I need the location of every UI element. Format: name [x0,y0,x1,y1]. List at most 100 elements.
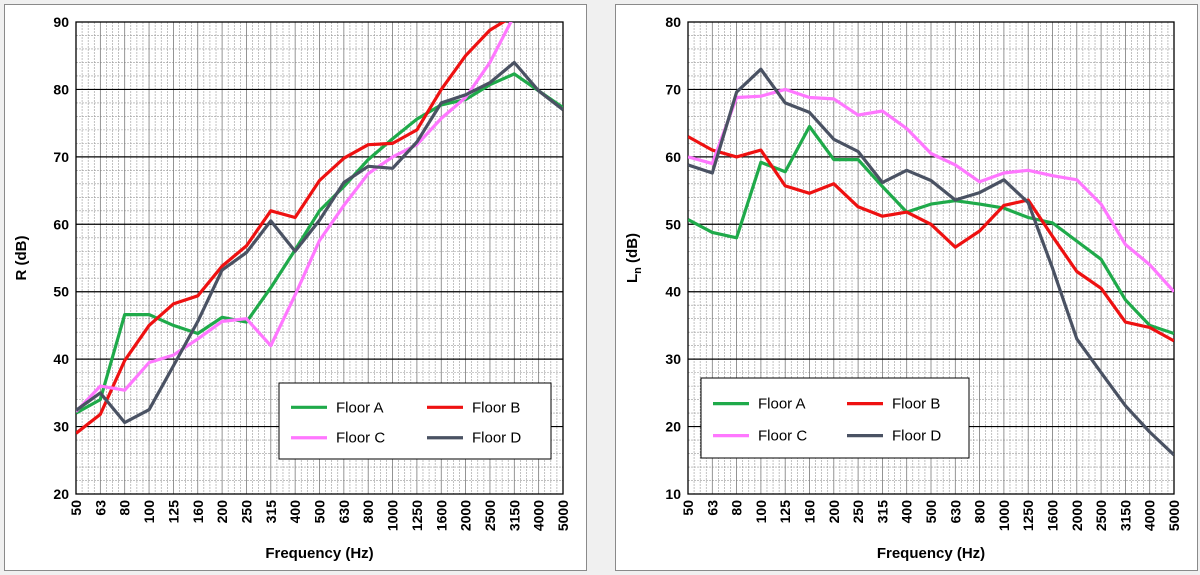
chart-left-x-tick-label: 400 [287,500,303,524]
chart-right-data-point-floor-d [857,150,860,153]
chart-right-data-point-floor-c [1027,169,1030,172]
chart-right-x-tick-label: 1000 [996,500,1012,531]
chart-right-y-tick-label: 50 [665,216,681,232]
chart-left-x-tick-label: 100 [141,500,157,524]
chart-right-data-point-floor-d [1002,178,1005,181]
chart-right-data-point-floor-c [905,127,908,130]
chart-right-data-point-floor-d [954,198,957,201]
chart-right-data-point-floor-a [857,158,860,161]
chart-right-data-point-floor-b [711,149,714,152]
chart-left-data-point-floor-c [147,361,150,364]
chart-right-x-tick-label: 63 [704,500,720,516]
chart-right-data-point-floor-c [881,109,884,112]
chart-left-data-point-floor-c [440,117,443,120]
chart-right-x-tick-label: 2500 [1093,500,1109,531]
chart-left-data-point-floor-b [294,216,297,219]
chart-right-data-point-floor-b [1002,204,1005,207]
chart-left-data-point-floor-b [221,264,224,267]
chart-left-data-point-floor-a [99,398,102,401]
chart-right-data-point-floor-a [686,218,689,221]
chart-left-x-tick-label: 63 [92,500,108,516]
chart-right-y-tick-label: 70 [665,81,681,97]
chart-right-series-line-floor-b [688,135,1174,343]
chart-left-data-point-floor-b [391,142,394,145]
chart-left-data-point-floor-a [367,158,370,161]
chart-right-data-point-floor-b [1172,339,1175,342]
chart-left-data-point-floor-c [269,344,272,347]
chart-right-y-axis-title: Ln (dB) [624,233,644,283]
chart-left-data-point-floor-c [196,337,199,340]
chart-right-data-point-floor-d [784,101,787,104]
chart-right-data-point-floor-b [881,215,884,218]
chart-left-data-point-floor-d [196,320,199,323]
chart-right-data-point-floor-a [832,158,835,161]
chart-right-data-point-floor-b [1075,270,1078,273]
chart-left-x-axis-title: Frequency (Hz) [265,545,373,562]
chart-left-x-tick-label: 500 [312,500,328,524]
chart-right-data-point-floor-c [759,95,762,98]
chart-right-data-point-floor-b [929,223,932,226]
chart-right-series-line-floor-a [688,124,1174,336]
chart-left-x-tick-label: 50 [68,500,84,516]
chart-right-data-point-floor-d [978,191,981,194]
chart-left-data-point-floor-d [123,421,126,424]
chart-left-x-tick-label: 3150 [506,500,522,531]
chart-right-legend-label-floor-b: Floor B [892,396,940,413]
chart-left-data-point-floor-c [513,14,516,17]
chart-right-data-point-floor-c [808,96,811,99]
chart-right-data-point-floor-c [1148,263,1151,266]
chart-left-data-point-floor-b [245,244,248,247]
chart-left-y-tick-label: 90 [53,14,69,30]
chart-right-x-tick-label: 160 [802,500,818,524]
chart-left-plot-border [75,21,564,495]
chart-right-data-point-floor-d [929,179,932,182]
chart-right-data-point-floor-d [1100,371,1103,374]
chart-left-x-tick-label: 160 [190,500,206,524]
chart-right-data-point-floor-c [1172,290,1175,293]
chart-right-series-line-floor-c [688,87,1174,293]
chart-right-data-point-floor-b [808,192,811,195]
chart-right-data-point-floor-a [784,170,787,173]
chart-left-data-point-floor-d [391,167,394,170]
chart-right-data-point-floor-d [808,111,811,114]
chart-left-data-point-floor-d [488,81,491,84]
chart-right-data-point-floor-d [686,163,689,166]
chart-left-y-tick-label: 70 [53,149,69,165]
chart-right-data-point-floor-c [978,180,981,183]
chart-right-data-point-floor-b [735,155,738,158]
chart-left-series-line-floor-c [76,22,513,413]
chart-right-x-tick-label: 3150 [1117,500,1133,531]
chart-right-data-point-floor-a [1075,240,1078,243]
chart-left-data-point-floor-b [488,28,491,31]
chart-left-data-point-floor-a [513,72,516,75]
chart-left-x-tick-label: 2000 [458,500,474,531]
chart-right-data-point-floor-c [954,163,957,166]
chart-right-data-point-floor-b [1124,320,1127,323]
chart-left-data-point-floor-c [99,385,102,388]
chart-left-x-tick-label: 250 [238,500,254,524]
chart-right-plot-border [687,21,1175,495]
chart-left-data-point-floor-c [172,353,175,356]
chart-right-x-tick-label: 1250 [1020,500,1036,531]
left-chart-panel: 20 30 40 50 60 70 80 90 50 63 80 100 125 160 200 250 315… [4,4,587,571]
chart-right-data-point-floor-d [1124,404,1127,407]
chart-left-data-point-floor-d [440,101,443,104]
chart-left-legend-label-floor-b: Floor B [472,399,520,416]
chart-right-x-tick-label: 80 [729,500,745,516]
chart-left-data-point-floor-b [318,179,321,182]
chart-right-x-tick-label: 500 [923,500,939,524]
chart-right-x-tick-label: 50 [680,500,696,516]
chart-left-legend [278,382,552,460]
chart-left-data-point-floor-b [367,143,370,146]
chart-left-x-tick-label: 800 [360,500,376,524]
chart-right-data-point-floor-c [1051,174,1054,177]
chart-right-legend-label-floor-c: Floor C [758,428,807,445]
chart-right-data-point-floor-a [711,231,714,234]
chart-right-data-point-floor-a [735,236,738,239]
chart-right-legend-label-floor-d: Floor D [892,428,941,445]
chart-right-data-point-floor-b [784,184,787,187]
chart-right-data-point-floor-a [978,202,981,205]
chart-left-data-point-floor-c [221,320,224,323]
chart-left-series-line-floor-b [76,22,507,435]
chart-right-y-axis-title-unit: (dB) [624,233,641,267]
